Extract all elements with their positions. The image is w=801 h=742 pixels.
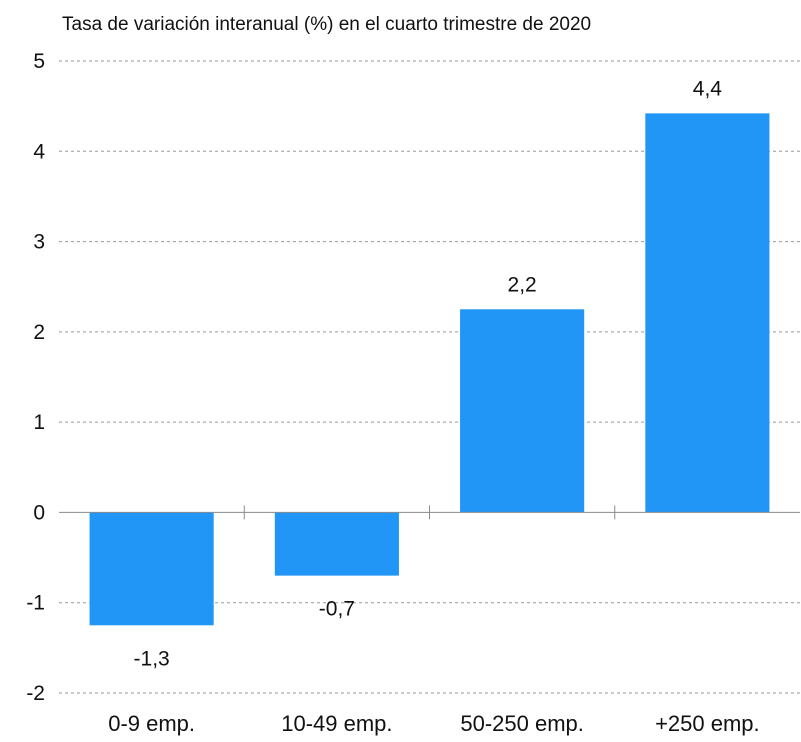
y-tick-label: 2 bbox=[33, 321, 45, 344]
data-label: 4,4 bbox=[693, 77, 723, 100]
y-tick-label: 5 bbox=[33, 50, 45, 73]
data-label: -1,3 bbox=[134, 647, 170, 670]
y-tick-label: 1 bbox=[33, 411, 45, 434]
y-axis-ticks: -2 -1 0 1 2 3 4 5 bbox=[26, 50, 45, 705]
data-labels: -1,3 -0,7 2,2 4,4 bbox=[134, 77, 723, 670]
x-tick-label: 50-250 emp. bbox=[460, 711, 584, 736]
y-tick-label: -1 bbox=[26, 592, 45, 615]
x-tick-label: 0-9 emp. bbox=[108, 711, 195, 736]
chart-subtitle: Tasa de variación interanual (%) en el c… bbox=[62, 14, 591, 35]
x-tick-label: 10-49 emp. bbox=[281, 711, 392, 736]
x-tick-label: +250 emp. bbox=[655, 711, 760, 736]
bars bbox=[89, 113, 770, 626]
bar bbox=[89, 512, 214, 626]
y-tick-label: 3 bbox=[33, 231, 45, 254]
x-axis bbox=[59, 505, 800, 520]
y-tick-label: 4 bbox=[33, 140, 45, 163]
y-tick-label: -2 bbox=[26, 682, 45, 705]
bar bbox=[460, 309, 585, 513]
data-label: 2,2 bbox=[508, 273, 537, 296]
y-tick-label: 0 bbox=[33, 501, 45, 524]
x-axis-ticks: 0-9 emp. 10-49 emp. 50-250 emp. +250 emp. bbox=[108, 711, 759, 736]
bar bbox=[274, 512, 399, 576]
data-label: -0,7 bbox=[319, 598, 355, 621]
bar bbox=[645, 113, 770, 513]
